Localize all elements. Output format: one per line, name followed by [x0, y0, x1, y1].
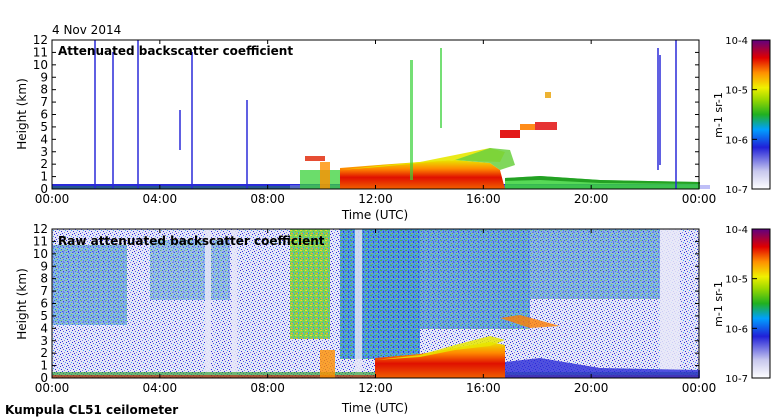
p1-descending-top — [505, 176, 700, 184]
colorbar2 — [751, 228, 771, 379]
y-tick-label: 0 — [40, 182, 48, 196]
colorbar1 — [751, 39, 771, 190]
y-tick-label: 7 — [40, 284, 48, 298]
y-tick-label: 11 — [33, 45, 48, 59]
x-tick-label: 12:00 — [358, 381, 393, 395]
y-tick-label: 3 — [40, 334, 48, 348]
y-tick-label: 5 — [40, 120, 48, 134]
p1-noise-spikes — [94, 40, 677, 189]
panel2-xlabel: Time (UTC) — [341, 401, 408, 415]
panel2-x-axis: 00:00 04:00 08:00 12:00 16:00 20:00 00:00 — [35, 229, 717, 395]
y-tick-label: 2 — [40, 346, 48, 360]
p2-sky-gap-4 — [660, 229, 680, 378]
panel1-background — [52, 40, 699, 189]
y-tick-label: 3 — [40, 145, 48, 159]
y-tick-label: 9 — [40, 259, 48, 273]
y-tick-label: 1 — [40, 170, 48, 184]
x-tick-label: 00:00 — [682, 381, 717, 395]
panel1-x-axis: 00:00 04:00 08:00 12:00 16:00 20:00 00:00 — [35, 40, 717, 206]
x-tick-label: 04:00 — [143, 381, 178, 395]
p2-morning-column — [320, 350, 335, 378]
panel2-title: Raw attenuated backscatter coefficient — [58, 234, 325, 248]
p2-green-band-mid — [150, 240, 230, 300]
colorbar-tick-label: 10-5 — [725, 86, 748, 97]
y-tick-label: 9 — [40, 70, 48, 84]
p2-morning-aerosol — [290, 229, 330, 339]
panel-attenuated: Attenuated backscatter coefficient 01234… — [15, 33, 771, 222]
colorbar-tick-label: 10-7 — [725, 374, 748, 385]
y-tick-label: 6 — [40, 108, 48, 122]
colorbar-tick-label: 10-4 — [725, 225, 748, 236]
p2-evening-streak — [500, 315, 560, 328]
colorbar-tick-label: 10-6 — [725, 324, 748, 335]
x-tick-label: 08:00 — [250, 192, 285, 206]
x-tick-label: 16:00 — [466, 381, 501, 395]
y-tick-label: 8 — [40, 83, 48, 97]
x-tick-label: 20:00 — [574, 381, 609, 395]
x-tick-label: 00:00 — [682, 192, 717, 206]
y-tick-label: 4 — [40, 132, 48, 146]
panel-raw: Raw attenuated backscatter coefficient 0… — [15, 222, 771, 415]
panel1-ylabel: Height (km) — [15, 78, 29, 149]
x-tick-label: 16:00 — [466, 192, 501, 206]
panel1-title: Attenuated backscatter coefficient — [58, 44, 293, 58]
x-tick-label: 00:00 — [35, 192, 70, 206]
y-tick-label: 12 — [33, 222, 48, 236]
p2-boundary-layer — [375, 342, 505, 378]
x-tick-label: 08:00 — [250, 381, 285, 395]
colorbar-tick-label: 10-5 — [725, 275, 748, 286]
p2-green-band-left — [52, 245, 127, 325]
colorbar2-unit: m-1 sr-1 — [712, 281, 725, 327]
instrument-label: Kumpula CL51 ceilometer — [5, 403, 178, 417]
y-tick-label: 4 — [40, 321, 48, 335]
p1-early-aerosol — [320, 162, 330, 189]
p1-cloud-flecks — [305, 48, 557, 180]
y-tick-label: 6 — [40, 297, 48, 311]
p2-boundary-top — [375, 336, 505, 360]
y-tick-label: 12 — [33, 33, 48, 47]
y-tick-label: 5 — [40, 309, 48, 323]
colorbar1-unit: m-1 sr-1 — [712, 92, 725, 138]
y-tick-label: 10 — [33, 58, 48, 72]
colorbar-tick-label: 10-7 — [725, 185, 748, 196]
y-tick-label: 0 — [40, 371, 48, 385]
y-tick-label: 10 — [33, 247, 48, 261]
p2-evening-green — [530, 229, 660, 299]
date-label: 4 Nov 2014 — [52, 23, 121, 37]
colorbar-tick-label: 10-6 — [725, 135, 748, 146]
colorbar2-ticks: 10-7 10-6 10-5 10-4 — [725, 225, 757, 385]
colorbar-tick-label: 10-4 — [725, 36, 748, 47]
y-tick-label: 11 — [33, 234, 48, 248]
p2-noon-green — [340, 229, 420, 359]
p1-green-edge — [455, 148, 515, 170]
p2-sky-gap-3 — [355, 229, 362, 378]
x-tick-label: 04:00 — [143, 192, 178, 206]
panel1-xlabel: Time (UTC) — [341, 208, 408, 222]
panel2-ylabel: Height (km) — [15, 268, 29, 339]
p1-boundary-layer — [340, 160, 505, 189]
colorbar1-ticks: 10-7 10-6 10-5 10-4 — [725, 36, 757, 196]
p2-descending-layer — [505, 358, 700, 378]
x-tick-label: 00:00 — [35, 381, 70, 395]
p2-sky-gap-2 — [232, 229, 237, 378]
x-tick-label: 20:00 — [574, 192, 609, 206]
y-tick-label: 7 — [40, 95, 48, 109]
y-tick-label: 1 — [40, 359, 48, 373]
p2-sky-gap-1 — [205, 229, 211, 378]
p1-cloud-top-yellow — [340, 148, 505, 170]
x-tick-label: 12:00 — [358, 192, 393, 206]
y-tick-label: 8 — [40, 272, 48, 286]
y-tick-label: 2 — [40, 157, 48, 171]
p2-afternoon-green — [420, 229, 530, 329]
